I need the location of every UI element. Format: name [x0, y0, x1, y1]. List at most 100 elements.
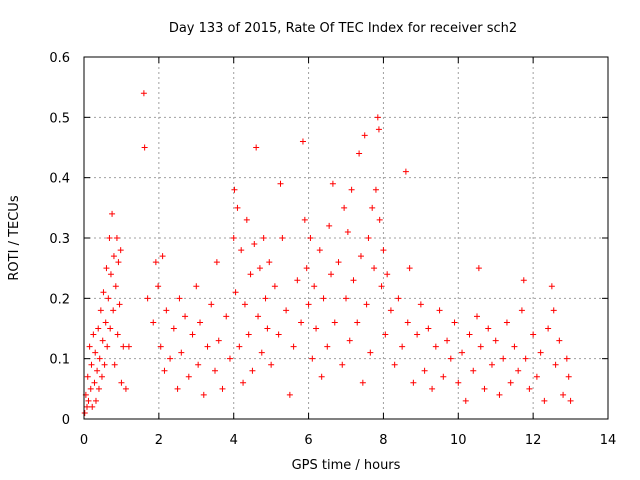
data-point: [533, 373, 540, 380]
x-tick-label: 2: [155, 433, 163, 448]
data-point: [213, 259, 220, 266]
data-point: [155, 283, 162, 290]
data-point: [307, 235, 314, 241]
data-point: [341, 204, 348, 211]
data-point: [320, 295, 327, 302]
data-point: [290, 343, 297, 350]
data-point: [97, 307, 104, 314]
data-point: [204, 343, 211, 350]
data-point: [238, 247, 245, 254]
data-point: [241, 301, 248, 308]
x-tick-label: 6: [304, 433, 312, 448]
data-point: [208, 301, 215, 308]
data-point: [122, 385, 129, 392]
y-tick-label: 0.2: [49, 292, 70, 307]
data-point: [402, 168, 409, 175]
data-point: [503, 319, 510, 326]
data-point: [234, 204, 241, 211]
data-point: [114, 331, 121, 338]
data-point: [106, 235, 113, 241]
data-point: [81, 409, 88, 416]
data-point: [466, 331, 473, 338]
data-point: [447, 355, 454, 362]
data-point: [159, 253, 166, 260]
data-point: [115, 259, 122, 266]
x-axis-label: GPS time / hours: [292, 458, 401, 473]
data-point: [105, 295, 112, 302]
data-point: [243, 216, 250, 223]
data-point: [313, 325, 320, 332]
data-point: [258, 349, 265, 356]
data-point: [286, 391, 293, 398]
data-point: [189, 331, 196, 338]
data-point: [266, 259, 273, 266]
data-point: [101, 361, 108, 368]
data-point: [174, 385, 181, 392]
data-point: [95, 325, 102, 332]
data-point: [350, 277, 357, 284]
data-point: [346, 337, 353, 344]
data-point: [518, 307, 525, 314]
data-point: [92, 349, 99, 356]
data-point: [112, 283, 119, 290]
data-point: [141, 144, 148, 151]
data-point: [343, 295, 349, 302]
data-point: [328, 271, 335, 278]
data-point: [86, 343, 93, 350]
data-point: [335, 259, 342, 266]
data-point: [170, 325, 177, 332]
data-point: [102, 319, 109, 326]
data-point: [485, 325, 492, 332]
data-point: [395, 295, 402, 302]
data-point: [245, 331, 252, 338]
data-point: [406, 265, 413, 272]
data-point: [212, 367, 218, 374]
data-point: [550, 307, 557, 314]
data-point: [247, 271, 254, 278]
data-point: [309, 355, 316, 362]
data-point: [197, 319, 204, 326]
data-point: [318, 373, 325, 380]
data-point: [88, 361, 95, 368]
data-point: [96, 355, 103, 362]
data-point: [95, 385, 102, 392]
data-point: [253, 144, 260, 151]
data-point: [260, 235, 267, 241]
data-point: [348, 186, 355, 193]
data-point: [163, 307, 170, 314]
data-point: [378, 283, 385, 290]
data-point: [526, 385, 533, 392]
data-point: [85, 397, 92, 404]
data-point: [161, 367, 168, 374]
data-point: [444, 337, 451, 344]
data-point: [537, 349, 544, 356]
data-point: [279, 235, 286, 241]
data-point: [100, 289, 107, 296]
data-point: [144, 295, 151, 302]
data-point: [255, 313, 262, 320]
data-point: [356, 150, 363, 157]
data-point: [459, 349, 466, 356]
data-point: [541, 397, 548, 404]
data-point: [462, 397, 469, 404]
y-tick-label: 0.6: [49, 51, 70, 66]
data-point: [251, 241, 258, 248]
data-point: [231, 186, 238, 193]
data-point: [118, 379, 125, 386]
data-point: [83, 403, 90, 410]
data-point: [399, 343, 406, 350]
data-point: [140, 90, 147, 97]
x-tick-label: 4: [230, 433, 238, 448]
data-point: [110, 253, 117, 260]
data-point: [511, 343, 518, 350]
data-point: [111, 361, 118, 368]
y-axis-label: ROTI / TECUs: [7, 195, 22, 280]
data-point: [560, 391, 567, 398]
data-point: [109, 210, 116, 217]
data-point: [440, 373, 447, 380]
data-point: [563, 355, 570, 362]
data-point: [475, 265, 482, 272]
data-point: [104, 343, 111, 350]
data-point: [470, 367, 477, 374]
